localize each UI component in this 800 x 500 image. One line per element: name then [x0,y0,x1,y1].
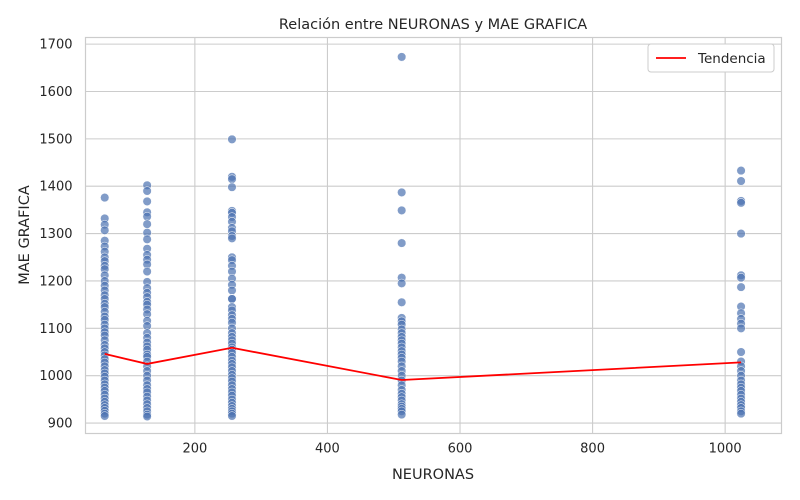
data-point [397,297,407,307]
data-point [142,266,152,277]
data-point [227,294,237,304]
data-point [142,186,152,196]
y-tick-label: 900 [48,417,73,432]
data-point [736,323,746,333]
data-point [736,229,746,239]
y-tick-label: 1400 [39,180,72,195]
scatter-points [100,52,746,421]
data-point [142,196,152,206]
y-tick-label: 1700 [39,38,72,53]
y-axis-label: MAE GRAFICA [17,185,33,285]
data-point [227,233,237,243]
data-point [397,278,407,288]
data-point [227,411,237,421]
y-axis-ticks: 900 1000 1100 1200 1300 1400 1500 1600 1700 [39,38,72,432]
data-point [736,166,746,176]
y-tick-label: 1500 [39,132,72,147]
data-point [227,285,237,295]
x-tick-label: 400 [315,442,340,457]
legend: Tendencia [647,43,775,73]
data-point [736,409,746,419]
data-point [397,238,407,248]
chart-title: Relación entre NEURONAS y MAE GRAFICA [279,17,587,33]
data-point [397,187,407,197]
data-point [142,219,152,229]
data-point [397,52,407,62]
data-point [100,225,110,235]
trend-line [104,346,742,381]
plot-area [84,36,783,435]
data-point [227,134,237,144]
data-point [397,410,407,420]
y-tick-label: 1600 [39,85,72,100]
data-point [736,198,746,208]
y-tick-label: 1100 [39,322,72,337]
legend-trend-label: Tendencia [697,51,766,67]
x-tick-label: 600 [448,442,473,457]
x-tick-label: 1000 [709,442,742,457]
data-point [397,205,407,215]
data-point [100,411,110,421]
y-tick-label: 1200 [39,274,72,289]
x-tick-label: 200 [182,442,207,457]
data-point [736,176,746,186]
y-tick-label: 1300 [39,227,72,242]
x-tick-label: 800 [580,442,605,457]
data-point [227,174,237,184]
data-point [142,411,152,421]
data-point [227,182,237,192]
data-point [736,282,746,292]
x-axis-ticks: 200 400 600 800 1000 [182,442,741,457]
data-point [736,273,746,283]
trend-line-group [104,346,742,381]
x-axis-label: NEURONAS [392,467,474,483]
data-point [142,234,152,244]
y-tick-label: 1000 [39,369,72,384]
data-point [100,193,110,203]
legend-box [647,43,775,73]
data-point [736,347,746,357]
data-point [142,212,152,222]
